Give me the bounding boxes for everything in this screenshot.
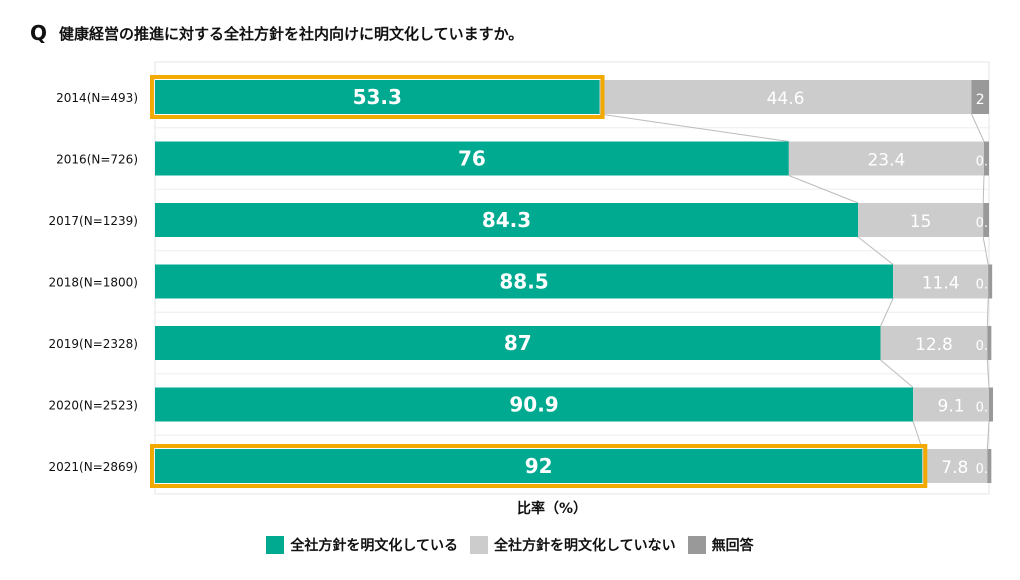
category-label: 2014(N=493) — [56, 91, 138, 105]
connector-line — [971, 113, 985, 142]
data-label: 9.1 — [938, 397, 965, 417]
bar-segment-no — [893, 264, 989, 299]
highlight-box — [150, 75, 605, 119]
data-label: 0. — [976, 155, 988, 170]
category-label: 2017(N=1239) — [49, 214, 138, 228]
legend-swatch-yes — [266, 536, 285, 554]
bar-segment-yes — [155, 387, 914, 422]
data-label: 0. — [976, 216, 988, 231]
data-label: 23.4 — [867, 151, 905, 171]
legend-item-yes: 全社方針を明文化している — [266, 535, 458, 555]
connector-line — [599, 113, 789, 142]
question-mark: Q — [30, 21, 48, 45]
bar-segment-none — [983, 203, 989, 237]
data-label: 0. — [976, 462, 988, 477]
data-label: 7.8 — [941, 458, 968, 478]
highlight-box — [150, 444, 928, 488]
connector-line — [880, 359, 914, 388]
x-axis-label: 比率（%） — [517, 500, 587, 517]
connector-line — [788, 175, 859, 204]
connector-line — [880, 298, 894, 327]
category-label: 2018(N=1800) — [49, 276, 138, 290]
legend-label-none: 無回答 — [711, 538, 754, 554]
data-label: 53.3 — [353, 85, 402, 109]
bar-segment-none — [971, 80, 989, 114]
data-label: 0. — [976, 339, 988, 354]
legend-item-none: 無回答 — [687, 535, 754, 555]
bar-segment-no — [788, 141, 984, 176]
data-label: 12.8 — [915, 335, 953, 355]
legend-swatch-no — [470, 536, 488, 554]
category-label: 2019(N=2328) — [49, 337, 138, 351]
bar-segment-yes — [155, 326, 881, 360]
bar-segment-yes — [155, 264, 894, 299]
data-label: 87 — [504, 331, 532, 355]
connector-line — [982, 236, 989, 265]
bar-segment-yes — [155, 141, 789, 176]
connector-line — [857, 236, 894, 265]
data-label: 11.4 — [922, 274, 960, 294]
data-label: 0. — [976, 278, 988, 293]
question-header: Q 健康経営の推進に対する全社方針を社内向けに明文化していますか。 — [30, 18, 523, 48]
data-label: 84.3 — [482, 208, 531, 232]
data-label: 15 — [910, 212, 932, 232]
category-label: 2020(N=2523) — [49, 399, 138, 413]
data-label: 92 — [525, 454, 553, 478]
bar-segment-no — [858, 203, 984, 237]
data-label: 2 — [976, 92, 985, 108]
bar-segment-no — [599, 80, 972, 114]
data-label: 76 — [458, 147, 486, 171]
category-label: 2021(N=2869) — [49, 460, 138, 474]
question-text: 健康経営の推進に対する全社方針を社内向けに明文化していますか。 — [59, 24, 524, 43]
data-label: 90.9 — [509, 393, 558, 417]
connector-line — [982, 175, 985, 204]
bar-segment-yes — [155, 449, 923, 483]
bar-segment-none — [988, 264, 993, 299]
connector-line — [986, 359, 990, 388]
bar-segment-none — [987, 326, 992, 360]
bar-segment-yes — [155, 203, 859, 237]
bar-segment-yes — [155, 80, 600, 114]
connector-line — [986, 421, 990, 450]
legend-swatch-none — [687, 536, 706, 554]
bar-segment-none — [983, 141, 989, 176]
chart-legend: 全社方針を明文化している 全社方針を明文化していない 無回答 — [0, 535, 1020, 555]
legend-label-yes: 全社方針を明文化している — [290, 538, 458, 554]
bar-segment-none — [989, 387, 993, 422]
data-label: 44.6 — [767, 89, 805, 109]
legend-item-no: 全社方針を明文化していない — [470, 535, 676, 555]
data-label: 0. — [976, 401, 988, 416]
legend-label-no: 全社方針を明文化していない — [494, 538, 676, 554]
connector-line — [986, 298, 989, 327]
bar-segment-no — [922, 449, 988, 483]
category-label: 2016(N=726) — [56, 153, 138, 167]
bar-segment-no — [880, 326, 988, 360]
bar-segment-no — [913, 387, 989, 422]
data-label: 88.5 — [499, 270, 548, 294]
bar-segment-none — [987, 449, 992, 483]
